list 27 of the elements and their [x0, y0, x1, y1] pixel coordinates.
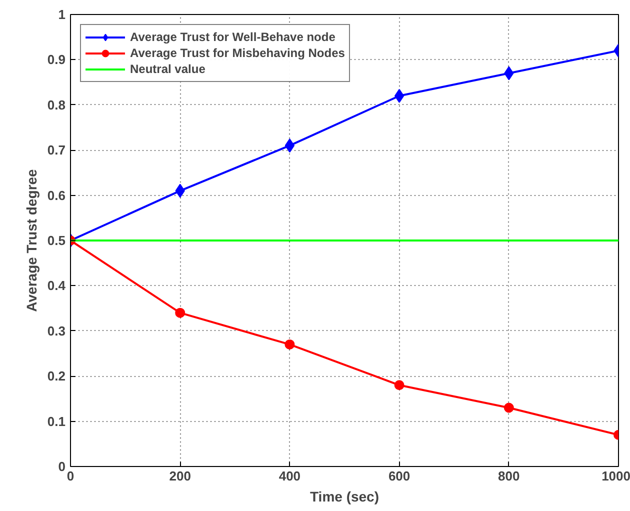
- point: [175, 308, 186, 318]
- x-axis-title: Time (sec): [310, 488, 379, 504]
- y-tick-label: 0.5: [47, 233, 66, 248]
- point: [394, 88, 404, 103]
- point: [504, 402, 514, 413]
- y-tick-label: 0.8: [47, 97, 66, 112]
- y-tick-label: 0: [58, 459, 66, 474]
- point: [284, 339, 295, 350]
- y-tick-label: 0.3: [47, 323, 66, 338]
- y-axis-title: Average Trust degree: [23, 168, 40, 312]
- x-tick-label: 1000: [602, 468, 630, 484]
- y-tick-label: 1: [58, 7, 66, 22]
- point: [284, 138, 295, 153]
- y-tick-label: 0.1: [47, 414, 66, 429]
- x-tick-label: 200: [169, 468, 191, 484]
- x-tick-label: 600: [388, 468, 410, 484]
- legend-label: Neutral value: [130, 61, 206, 77]
- point: [394, 380, 404, 390]
- x-tick-label: 400: [278, 468, 301, 484]
- y-tick-label: 0.4: [47, 278, 66, 294]
- y-tick-label: 0.7: [47, 142, 66, 158]
- legend-label: Average Trust for Misbehaving Nodes: [130, 45, 345, 61]
- y-tick-label: 0.2: [47, 368, 66, 384]
- x-tick-label: 800: [498, 468, 520, 484]
- y-tick-label: 0.9: [47, 52, 66, 68]
- y-tick-label: 0.6: [47, 188, 66, 203]
- legend-label: Average Trust for Well-Behave node: [130, 29, 336, 45]
